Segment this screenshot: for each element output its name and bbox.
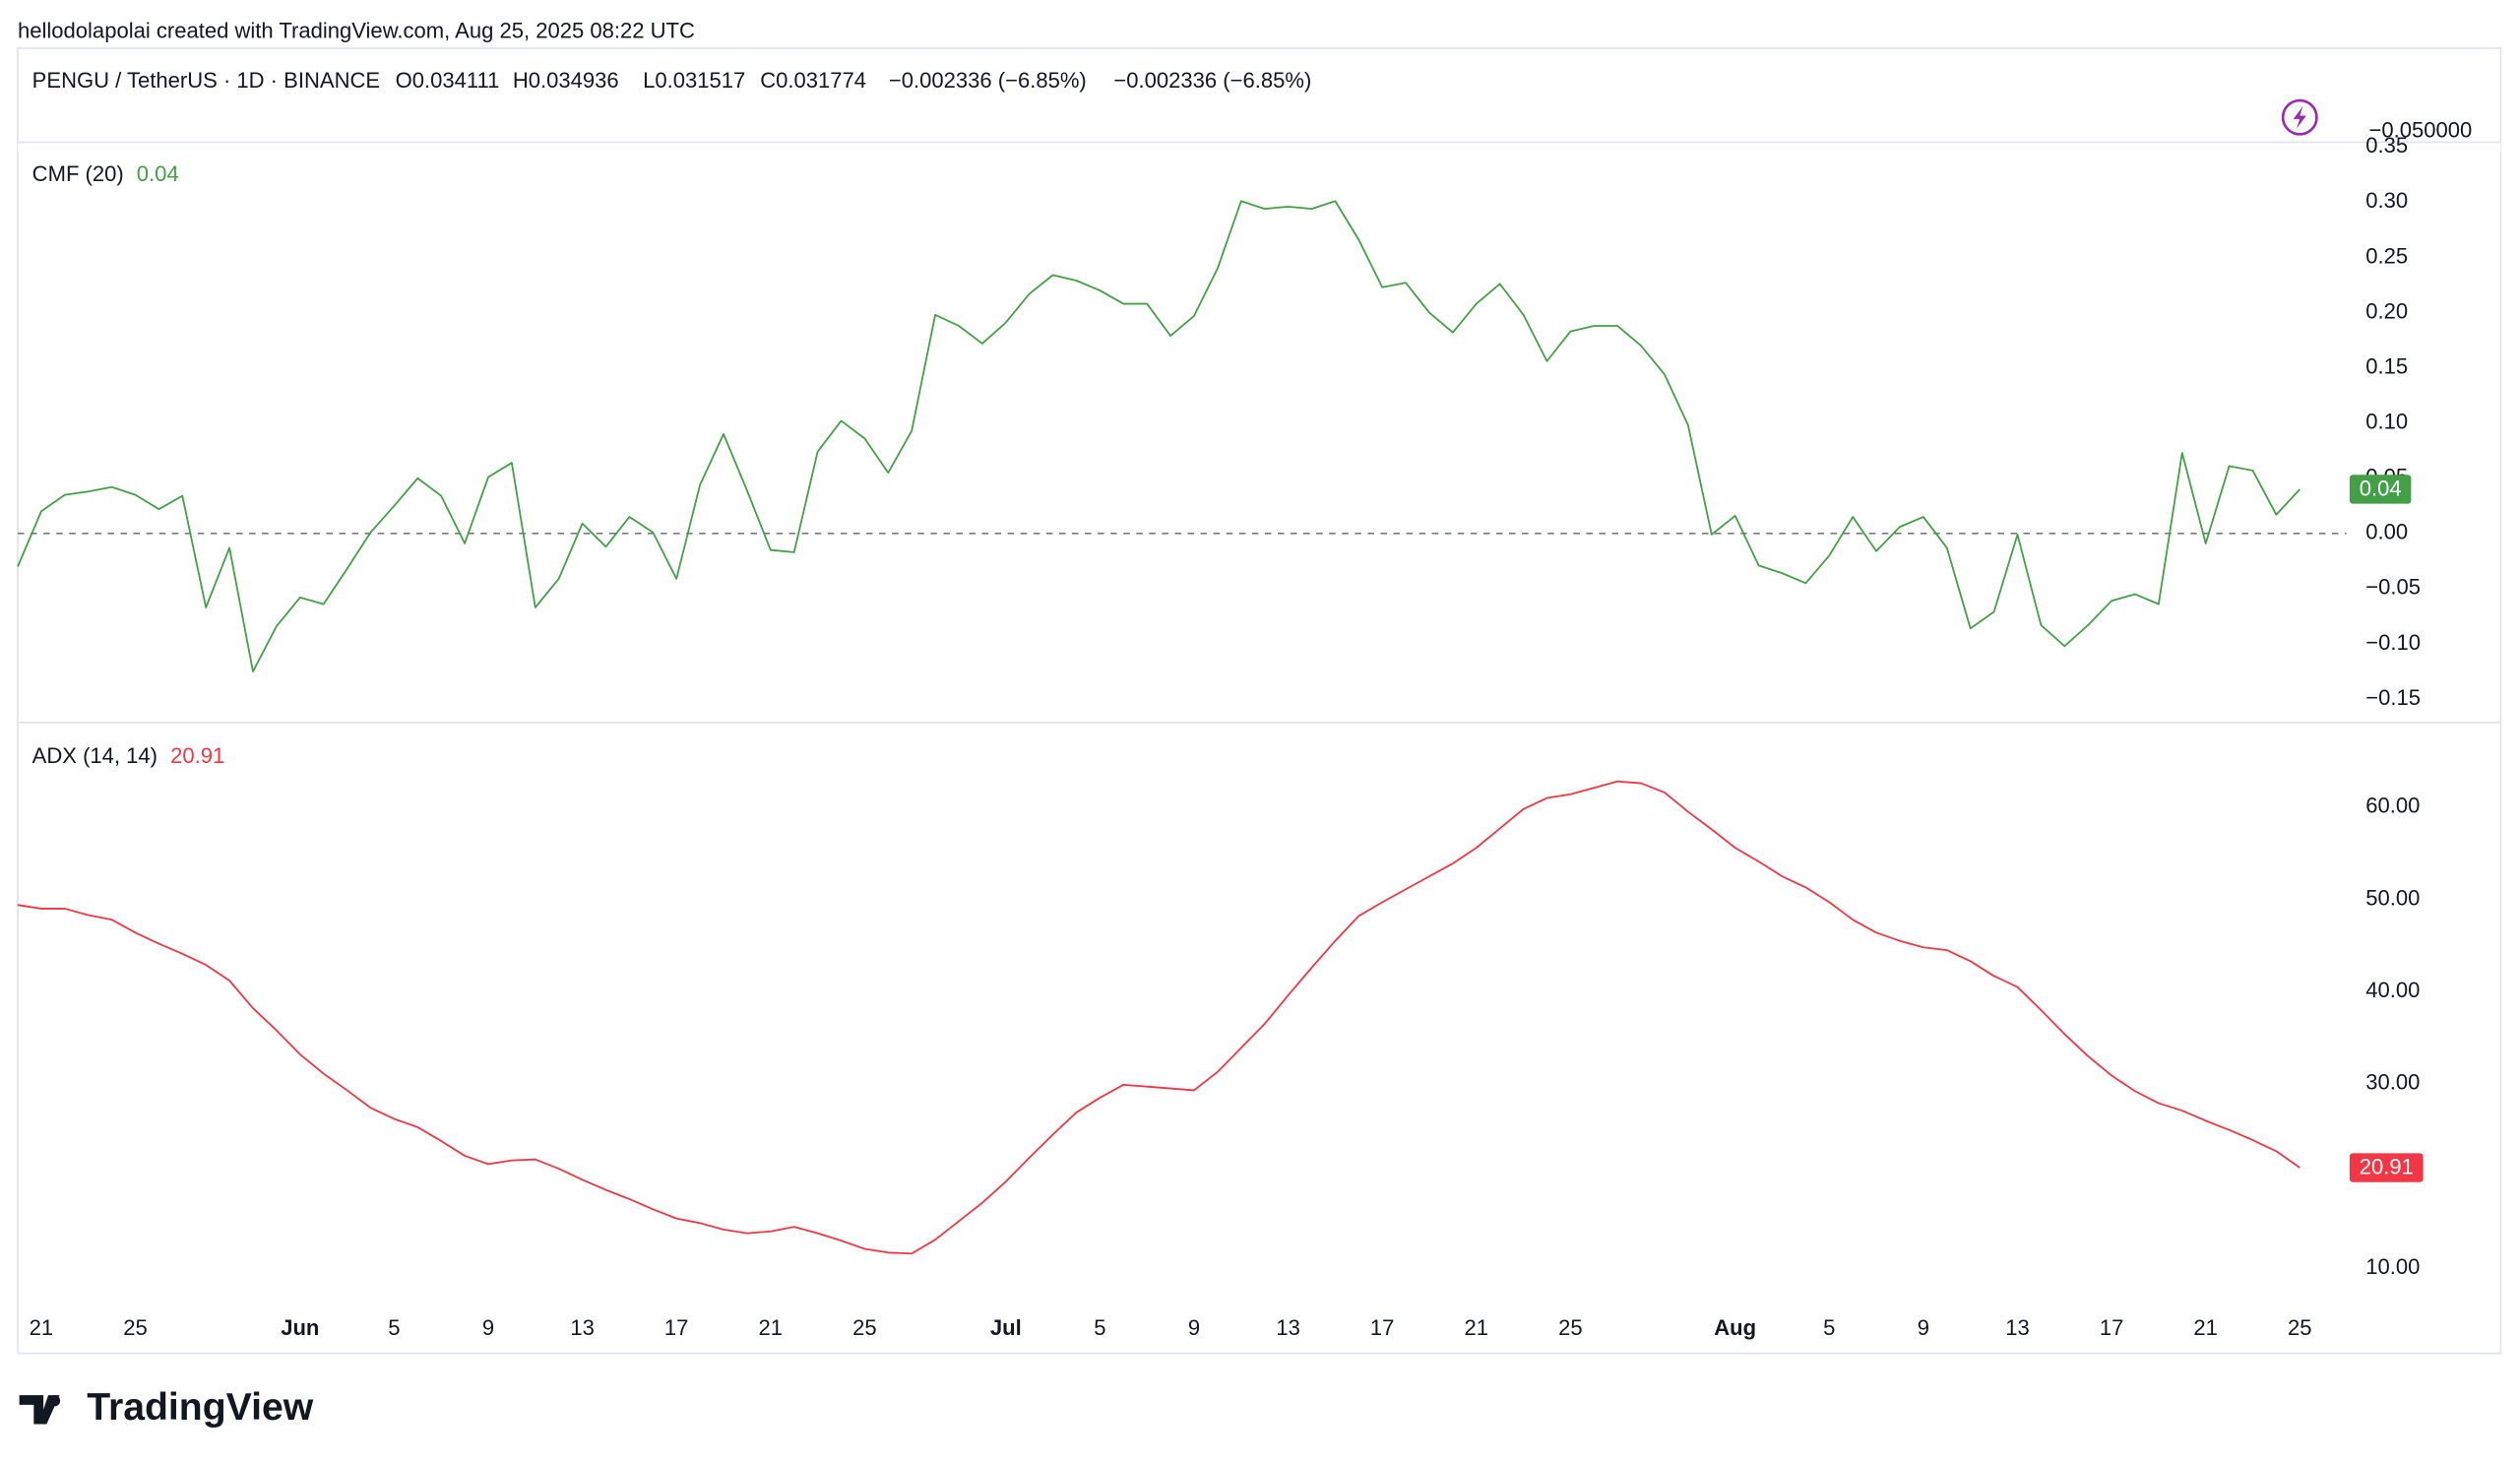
y-tick-label: 10.00: [2365, 1254, 2420, 1279]
x-tick-label: 17: [664, 1315, 689, 1340]
x-tick-label: 5: [1094, 1315, 1105, 1340]
open: O0.034111: [396, 68, 500, 93]
x-tick-label: 21: [30, 1315, 54, 1340]
price-scale-label: −0.050000: [2368, 118, 2472, 143]
x-tick-label: 5: [1823, 1315, 1835, 1340]
x-tick-label: 13: [570, 1315, 595, 1340]
last-value-label: 0.04: [2360, 477, 2402, 501]
symbol-line: PENGU / TetherUS · 1D · BINANCE O0.03411…: [32, 68, 1312, 93]
high: H0.034936: [513, 68, 619, 93]
x-tick-label: 25: [852, 1315, 877, 1340]
legend-title: ADX (14, 14): [32, 743, 158, 768]
x-tick-label: Aug: [1714, 1315, 1756, 1340]
close: C0.031774: [760, 68, 866, 93]
y-tick-label: 0.00: [2365, 520, 2408, 544]
x-tick-label: 25: [123, 1315, 148, 1340]
x-tick-label: Jul: [990, 1315, 1022, 1340]
y-tick-label: 0.25: [2365, 243, 2408, 268]
legend-value: 0.04: [137, 161, 179, 186]
x-tick-label: 21: [2193, 1315, 2218, 1340]
y-tick-label: 60.00: [2365, 794, 2420, 818]
y-tick-label: 0.15: [2365, 353, 2408, 378]
logo-text: TradingView: [87, 1386, 314, 1429]
x-tick-label: Jun: [281, 1315, 319, 1340]
attribution: hellodolapolai created with TradingView.…: [18, 18, 695, 42]
x-tick-label: 13: [2005, 1315, 2030, 1340]
x-tick-label: 21: [1465, 1315, 1489, 1340]
chart-frame: [17, 47, 2502, 1355]
legend-value: 20.91: [170, 743, 224, 768]
series-line: [17, 780, 2300, 1255]
footer-logo: TradingView: [19, 1386, 314, 1429]
y-tick-label: 50.00: [2365, 885, 2420, 910]
x-tick-label: 17: [1370, 1315, 1395, 1340]
x-tick-label: 13: [1276, 1315, 1300, 1340]
change: −0.002336 (−6.85%): [889, 68, 1087, 93]
y-tick-label: −0.15: [2365, 685, 2421, 710]
y-tick-label: 0.20: [2365, 298, 2408, 323]
last-value-badge: [2349, 1153, 2424, 1182]
y-tick-label: 0.35: [2365, 133, 2408, 158]
replay-icon[interactable]: [2281, 98, 2318, 136]
x-tick-label: 5: [388, 1315, 400, 1340]
last-value-badge: [2349, 475, 2412, 504]
y-tick-label: 40.00: [2365, 978, 2420, 1002]
y-tick-label: 0.10: [2365, 410, 2408, 434]
y-tick-label: −0.05: [2365, 575, 2421, 600]
legend-title: CMF (20): [32, 161, 124, 186]
x-tick-label: 25: [2288, 1315, 2312, 1340]
x-tick-label: 17: [2100, 1315, 2124, 1340]
x-tick-label: 25: [1558, 1315, 1583, 1340]
y-tick-label: 30.00: [2365, 1070, 2420, 1095]
low: L0.031517: [643, 68, 745, 93]
last-value-label: 20.91: [2360, 1155, 2414, 1179]
label-clip: [17, 142, 2501, 153]
y-tick-label: 0.30: [2365, 188, 2408, 213]
y-tick-label: −0.10: [2365, 630, 2421, 655]
series-line: [17, 200, 2300, 672]
x-tick-label: 21: [759, 1315, 784, 1340]
change: −0.002336 (−6.85%): [1113, 68, 1311, 93]
x-tick-label: 9: [482, 1315, 494, 1340]
symbol: PENGU / TetherUS · 1D · BINANCE: [32, 68, 380, 93]
x-tick-label: 9: [1918, 1315, 1929, 1340]
x-tick-label: 9: [1188, 1315, 1200, 1340]
